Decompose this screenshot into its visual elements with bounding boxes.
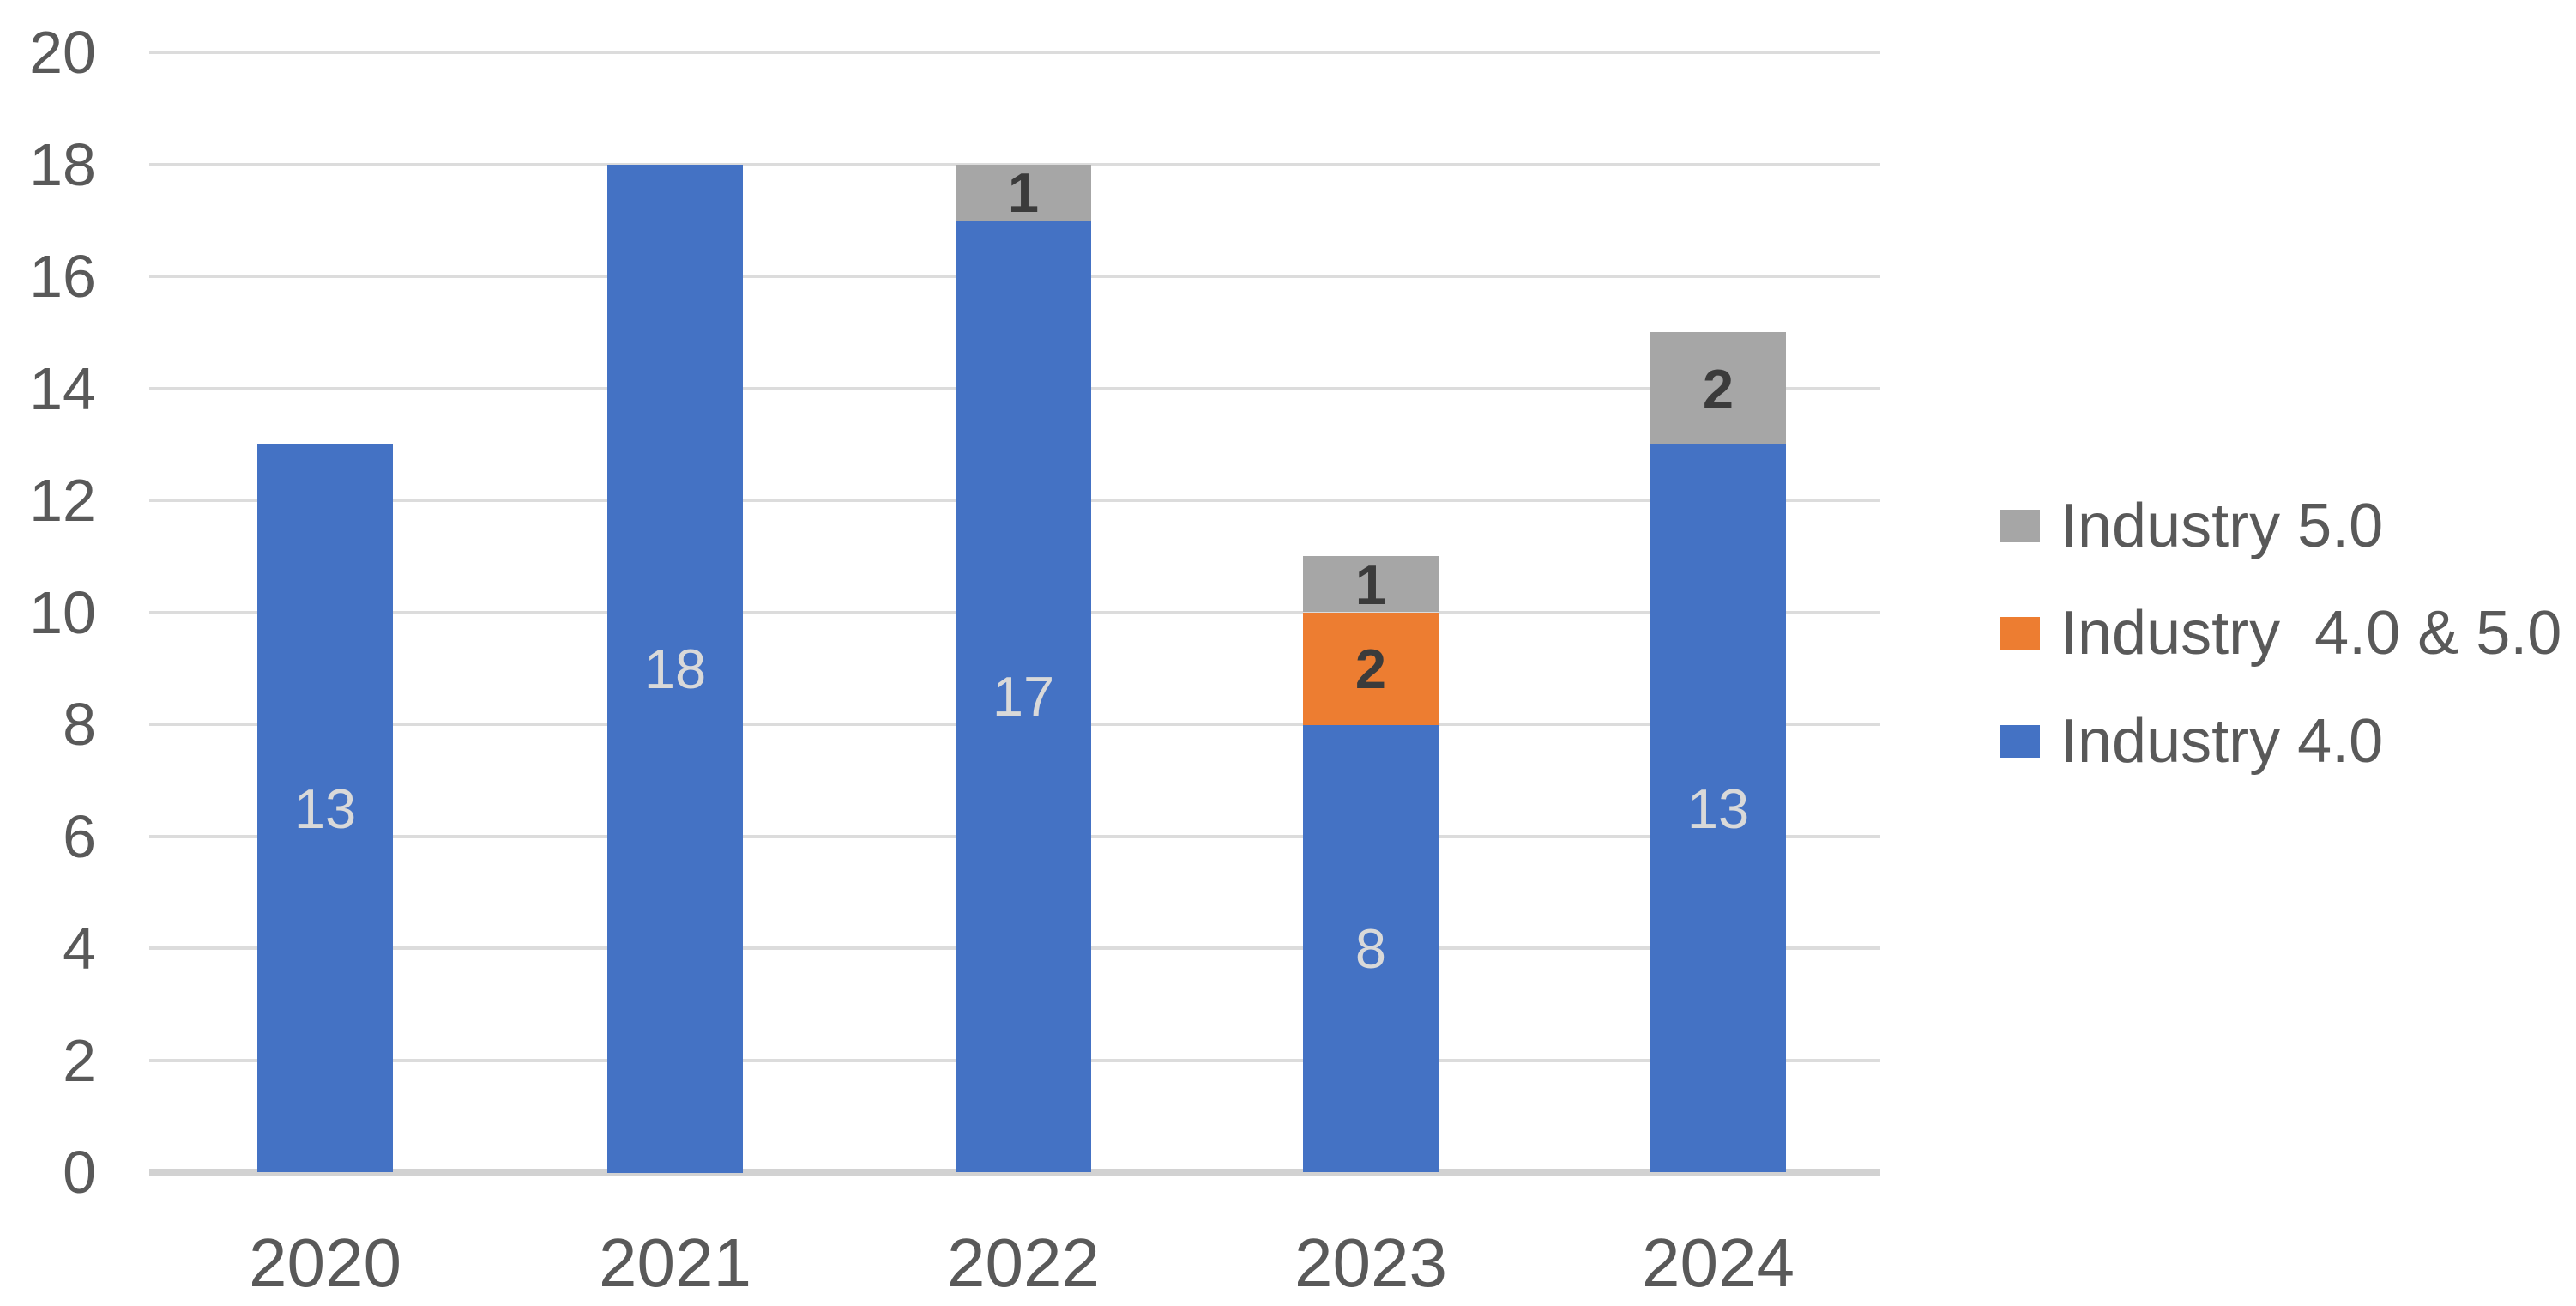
x-tick-label: 2024 <box>1642 1224 1795 1301</box>
legend-swatch <box>2000 725 2040 758</box>
x-tick-label: 2020 <box>249 1224 401 1301</box>
bar-segment <box>1650 444 1786 1172</box>
y-tick-label: 18 <box>29 131 96 198</box>
y-tick-label: 20 <box>29 19 96 86</box>
legend-label: Industry 4.0 & 5.0 <box>2060 599 2562 668</box>
y-tick-label: 6 <box>63 803 96 870</box>
bar-segment <box>1303 613 1439 725</box>
y-tick-label: 10 <box>29 579 96 646</box>
bar-segment <box>1650 332 1786 444</box>
bar-segment-label: 13 <box>1686 777 1750 840</box>
bar-segment-label: 13 <box>293 777 357 840</box>
legend-label: Industry 4.0 <box>2060 707 2384 776</box>
bar-segment <box>257 444 393 1172</box>
y-tick-label: 14 <box>29 355 96 422</box>
bar-segment <box>607 165 743 1173</box>
bar-segment-label: 1 <box>1007 161 1040 224</box>
legend-label: Industry 5.0 <box>2060 492 2384 560</box>
bar-segment-label: 1 <box>1354 553 1387 616</box>
x-axis-line <box>149 1169 1880 1176</box>
legend-swatch <box>2000 510 2040 542</box>
bar-segment-label: 2 <box>1354 638 1387 700</box>
y-tick-label: 0 <box>63 1139 96 1206</box>
y-tick-label: 12 <box>29 467 96 534</box>
y-tick-label: 8 <box>63 691 96 758</box>
bar-segment <box>956 165 1091 221</box>
legend-swatch <box>2000 617 2040 650</box>
y-tick-label: 2 <box>63 1027 96 1094</box>
bar-segment <box>1303 556 1439 612</box>
x-tick-label: 2021 <box>599 1224 751 1301</box>
bar-segment <box>956 221 1091 1172</box>
bar-segment-label: 17 <box>992 665 1055 728</box>
y-tick-label: 16 <box>29 243 96 310</box>
bar-segment <box>1303 724 1439 1172</box>
bar-segment-label: 2 <box>1702 358 1734 420</box>
bar-segment-label: 18 <box>643 638 707 700</box>
x-tick-label: 2022 <box>947 1224 1100 1301</box>
gridline <box>149 51 1880 54</box>
bar-segment-label: 8 <box>1354 917 1387 980</box>
x-tick-label: 2023 <box>1294 1224 1447 1301</box>
y-tick-label: 4 <box>63 915 96 982</box>
